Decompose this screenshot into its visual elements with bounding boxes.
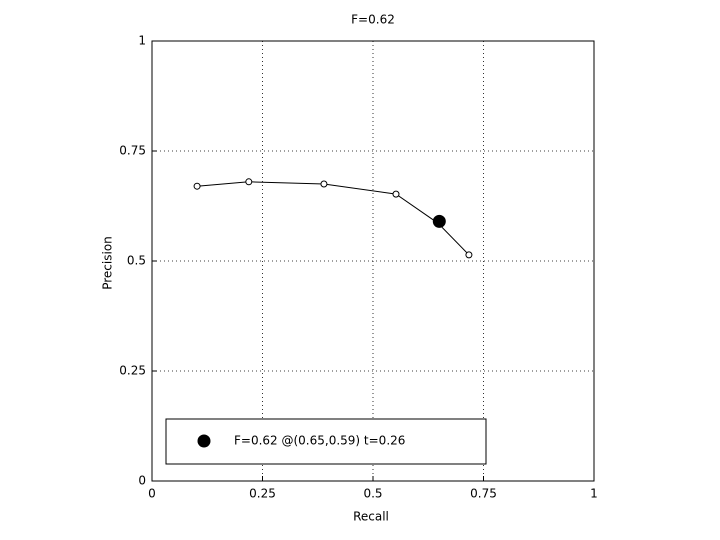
- legend-box: [165, 418, 487, 465]
- x-tick-label: 0.75: [470, 487, 497, 501]
- x-tick-label: 0.25: [249, 487, 276, 501]
- point: [465, 251, 473, 259]
- y-tick-label: 1: [138, 34, 146, 48]
- x-tick-label: 0.5: [363, 487, 382, 501]
- legend-label: F=0.62 @(0.65,0.59) t=0.26: [234, 434, 405, 448]
- highlight-point: [432, 214, 446, 228]
- point: [245, 178, 253, 186]
- y-tick-label: 0: [138, 474, 146, 488]
- y-tick-label: 0.75: [119, 144, 146, 158]
- x-axis-label: Recall: [353, 510, 389, 524]
- x-tick-label: 1: [590, 487, 598, 501]
- plot-frame: [151, 40, 595, 482]
- x-tick-label: 0: [148, 487, 156, 501]
- chart-title: F=0.62: [351, 13, 395, 27]
- y-tick-label: 0.5: [127, 254, 146, 268]
- point: [193, 182, 201, 190]
- point: [320, 180, 328, 188]
- y-axis-label: Precision: [101, 236, 115, 290]
- y-tick-label: 0.25: [119, 364, 146, 378]
- legend-marker: [197, 434, 211, 448]
- series-line: [197, 181, 470, 256]
- point: [392, 190, 400, 198]
